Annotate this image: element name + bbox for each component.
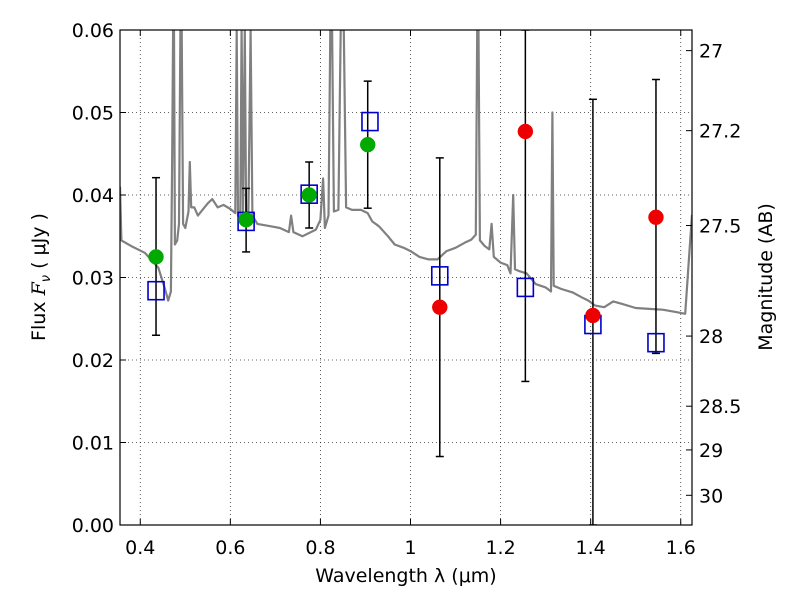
x-tick-label: 1.6 [666,537,696,559]
x-tick-label: 1.4 [576,537,606,559]
y-tick-label: 0.01 [72,433,114,455]
model-spectrum [120,30,692,315]
tick-marks [120,29,692,526]
red-data-point [648,209,664,226]
green-data-point [301,187,317,203]
right-tick-label: 29 [699,440,723,462]
red-data-point [585,307,601,324]
model-photometry-box [647,332,665,353]
y-axis-title: Flux Fν ( μJy ) [28,213,54,341]
y-tick-label: 0.02 [72,350,114,372]
model-spectrum-line [120,30,692,315]
x-tick-label: 0.4 [125,537,155,559]
right-tick-label: 27.5 [699,216,741,238]
y-axis-title-suffix: ( μJy ) [28,213,50,275]
y-tick-label: 0.00 [72,515,114,537]
green-data-point [148,249,164,265]
red-data-point [517,123,534,140]
model-photometry-box [430,266,449,286]
y-tick-label: 0.05 [72,103,114,125]
x-tick-label: 0.6 [215,537,245,559]
plot-background [120,30,692,525]
model-photometry-boxes [147,111,665,353]
green-data-point [359,136,376,153]
model-photometry-box [300,184,318,204]
x-axis-title: Wavelength λ (μm) [315,565,496,587]
y-axis-title-subscript: ν [39,275,54,282]
green-data-point [238,212,254,228]
right-axis-title: Magnitude (AB) [755,203,777,351]
y-tick-label: 0.03 [72,268,114,290]
right-tick-label: 27 [699,41,723,63]
y-tick-label: 0.04 [72,185,114,207]
model-photometry-box [361,111,379,132]
right-tick-label: 27.2 [699,121,741,143]
x-tick-label: 0.8 [305,537,335,559]
right-tick-label: 28 [699,326,723,348]
y-tick-label: 0.06 [72,20,114,42]
right-tick-label: 30 [699,485,723,507]
grid-lines [120,30,692,525]
red-data-point [432,299,448,315]
y-axis-title-prefix: Flux [28,295,50,341]
y-axis-title-symbol: F [28,281,50,296]
observed-points [148,123,664,324]
x-tick-label: 1.2 [485,537,515,559]
model-photometry-box [516,277,535,298]
right-tick-label: 28.5 [699,396,741,418]
tick-labels: 0.4 0.6 0.8 1 1.2 1.4 1.6 0.00 0.01 0.02 0.03 0.04 0… [72,20,742,559]
x-tick-label: 1 [404,537,416,559]
model-photometry-box [147,280,165,301]
